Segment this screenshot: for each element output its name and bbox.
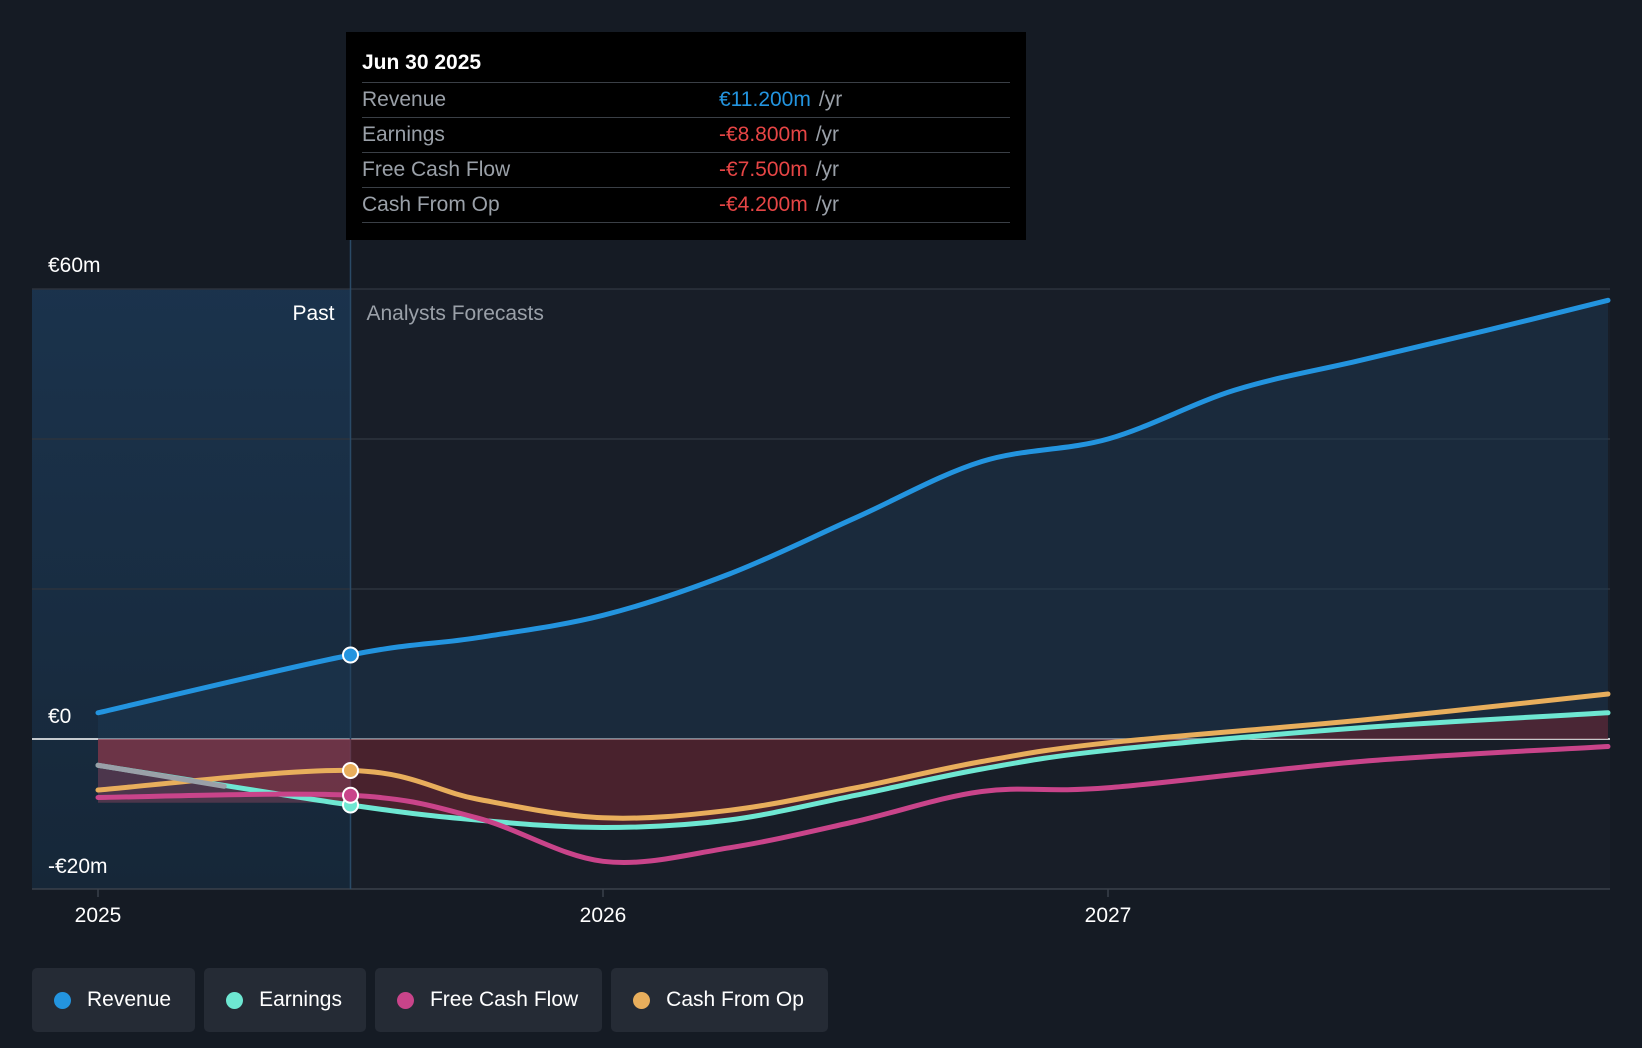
tooltip-date: Jun 30 2025	[362, 51, 482, 74]
tooltip-row-cash-from-op: Cash From Op -€4.200m /yr	[362, 187, 1010, 223]
y-tick-label: -€20m	[48, 855, 108, 878]
tooltip-value: -€4.200m	[719, 193, 808, 216]
past-label: Past	[292, 302, 334, 325]
tooltip: Jun 30 2025 Revenue €11.200m /yr Earning…	[346, 32, 1026, 240]
legend-item-earnings[interactable]: Earnings	[204, 968, 366, 1032]
x-tick-label: 2027	[1085, 904, 1132, 927]
legend-label: Revenue	[87, 988, 172, 1011]
tooltip-unit: /yr	[815, 193, 840, 216]
cash-from-op-dot-icon	[633, 991, 651, 1009]
revenue-dot-icon	[54, 991, 71, 1009]
tooltip-label: Revenue	[362, 88, 447, 111]
tooltip-value: €11.200m	[719, 88, 811, 111]
earnings-past-line	[95, 762, 227, 789]
tooltip-label: Cash From Op	[362, 193, 500, 216]
tooltip-value: -€8.800m	[719, 123, 808, 146]
revenue-point	[342, 646, 359, 664]
earnings-line	[95, 710, 1611, 831]
cash-from-op-point	[342, 762, 359, 779]
free-cash-flow-dot-icon	[396, 991, 414, 1009]
legend-item-revenue[interactable]: Revenue	[32, 968, 196, 1032]
legend-item-cash-from-op[interactable]: Cash From Op	[611, 968, 828, 1032]
tooltip-unit: /yr	[815, 123, 840, 146]
forecast-label: Analysts Forecasts	[367, 302, 544, 325]
tooltip-label: Free Cash Flow	[362, 158, 511, 181]
tooltip-unit: /yr	[818, 88, 843, 111]
tooltip-unit: /yr	[815, 158, 840, 181]
legend-label: Free Cash Flow	[429, 988, 579, 1011]
legend-label: Earnings	[259, 988, 342, 1011]
earnings-dot-icon	[226, 991, 244, 1009]
tooltip-row-free-cash-flow: Free Cash Flow -€7.500m /yr	[362, 152, 1010, 187]
legend: Revenue Earnings Free Cash Flow Cash Fro…	[32, 968, 828, 1032]
tooltip-row-revenue: Revenue €11.200m /yr	[362, 82, 1010, 117]
y-tick-label: €0	[48, 705, 71, 728]
free-cash-flow-line	[95, 744, 1611, 865]
y-tick-label: €60m	[48, 254, 101, 277]
tooltip-label: Earnings	[362, 123, 445, 146]
free-cash-flow-point	[342, 786, 359, 804]
x-tick-label: 2026	[580, 904, 627, 927]
tooltip-value: -€7.500m	[719, 158, 808, 181]
legend-item-free-cash-flow[interactable]: Free Cash Flow	[374, 968, 603, 1032]
revenue-line	[95, 297, 1611, 716]
tooltip-row-earnings: Earnings -€8.800m /yr	[362, 117, 1010, 152]
legend-label: Cash From Op	[666, 988, 804, 1011]
x-tick-label: 2025	[75, 904, 122, 927]
cash-from-op-line	[95, 691, 1611, 821]
